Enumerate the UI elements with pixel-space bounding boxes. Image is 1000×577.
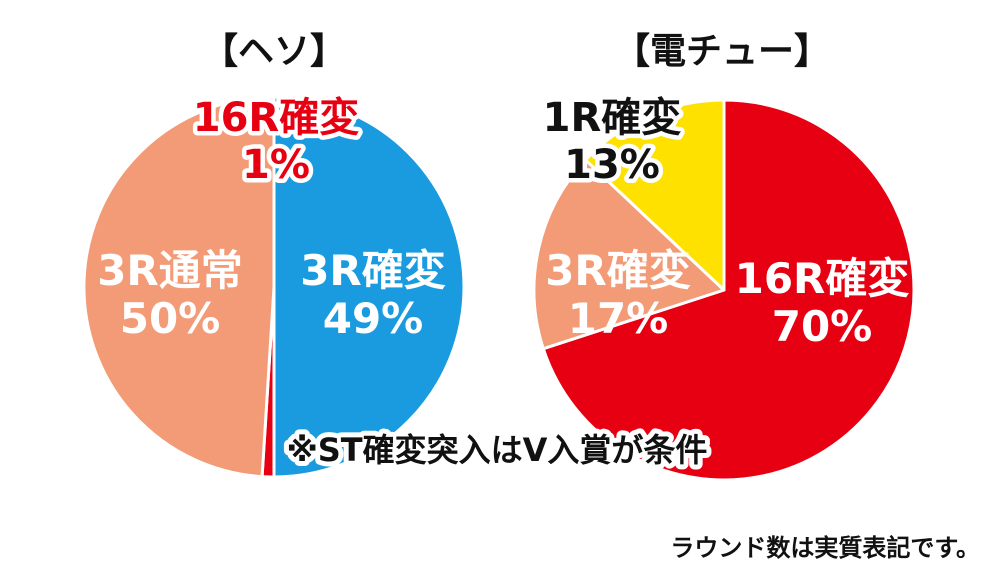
chart-title-denchu: 【電チュー】 [614,31,830,72]
slice-label-denchu-3r-kakuhen: 3R確変 [545,246,691,295]
condition-note: ※ST確変突入はV入賞が条件 [287,431,708,469]
round-count-note: ラウンド数は実質表記です。 [670,534,980,562]
pie-slice-heso-3r-normal [272,95,466,479]
slice-label-heso-3r-normal: 3R通常 [97,246,243,295]
chart-title-heso: 【ヘソ】 [202,31,346,72]
pie-slice-denchu-3r-kakuhen [532,158,726,351]
pie-chart-denchu [532,98,916,482]
slice-label-denchu-1r-kakuhen: 1R確変 [543,95,682,141]
slice-label-heso-3r-kakuhen: 3R確変 [300,246,446,295]
pie-slice-heso-3r-kakuhen [82,95,276,479]
slice-value-denchu-16r-kakuhen: 70% [772,302,873,351]
slice-value-denchu-3r-kakuhen: 17% [568,294,669,343]
slice-value-heso-3r-kakuhen: 49% [323,294,424,343]
pie-slice-denchu-16r-kakuhen [541,98,916,482]
slice-value-heso-3r-normal: 50% [120,294,221,343]
slice-label-heso-16r-kakuhen: 16R確変 [193,95,359,141]
slice-value-denchu-1r-kakuhen: 13% [564,142,660,188]
slice-value-heso-16r-kakuhen: 1% [242,142,310,188]
slice-label-denchu-16r-kakuhen: 16R確変 [735,254,910,303]
pie-chart-heso [82,95,466,479]
pie-slice-denchu-1r-kakuhen [584,98,726,292]
